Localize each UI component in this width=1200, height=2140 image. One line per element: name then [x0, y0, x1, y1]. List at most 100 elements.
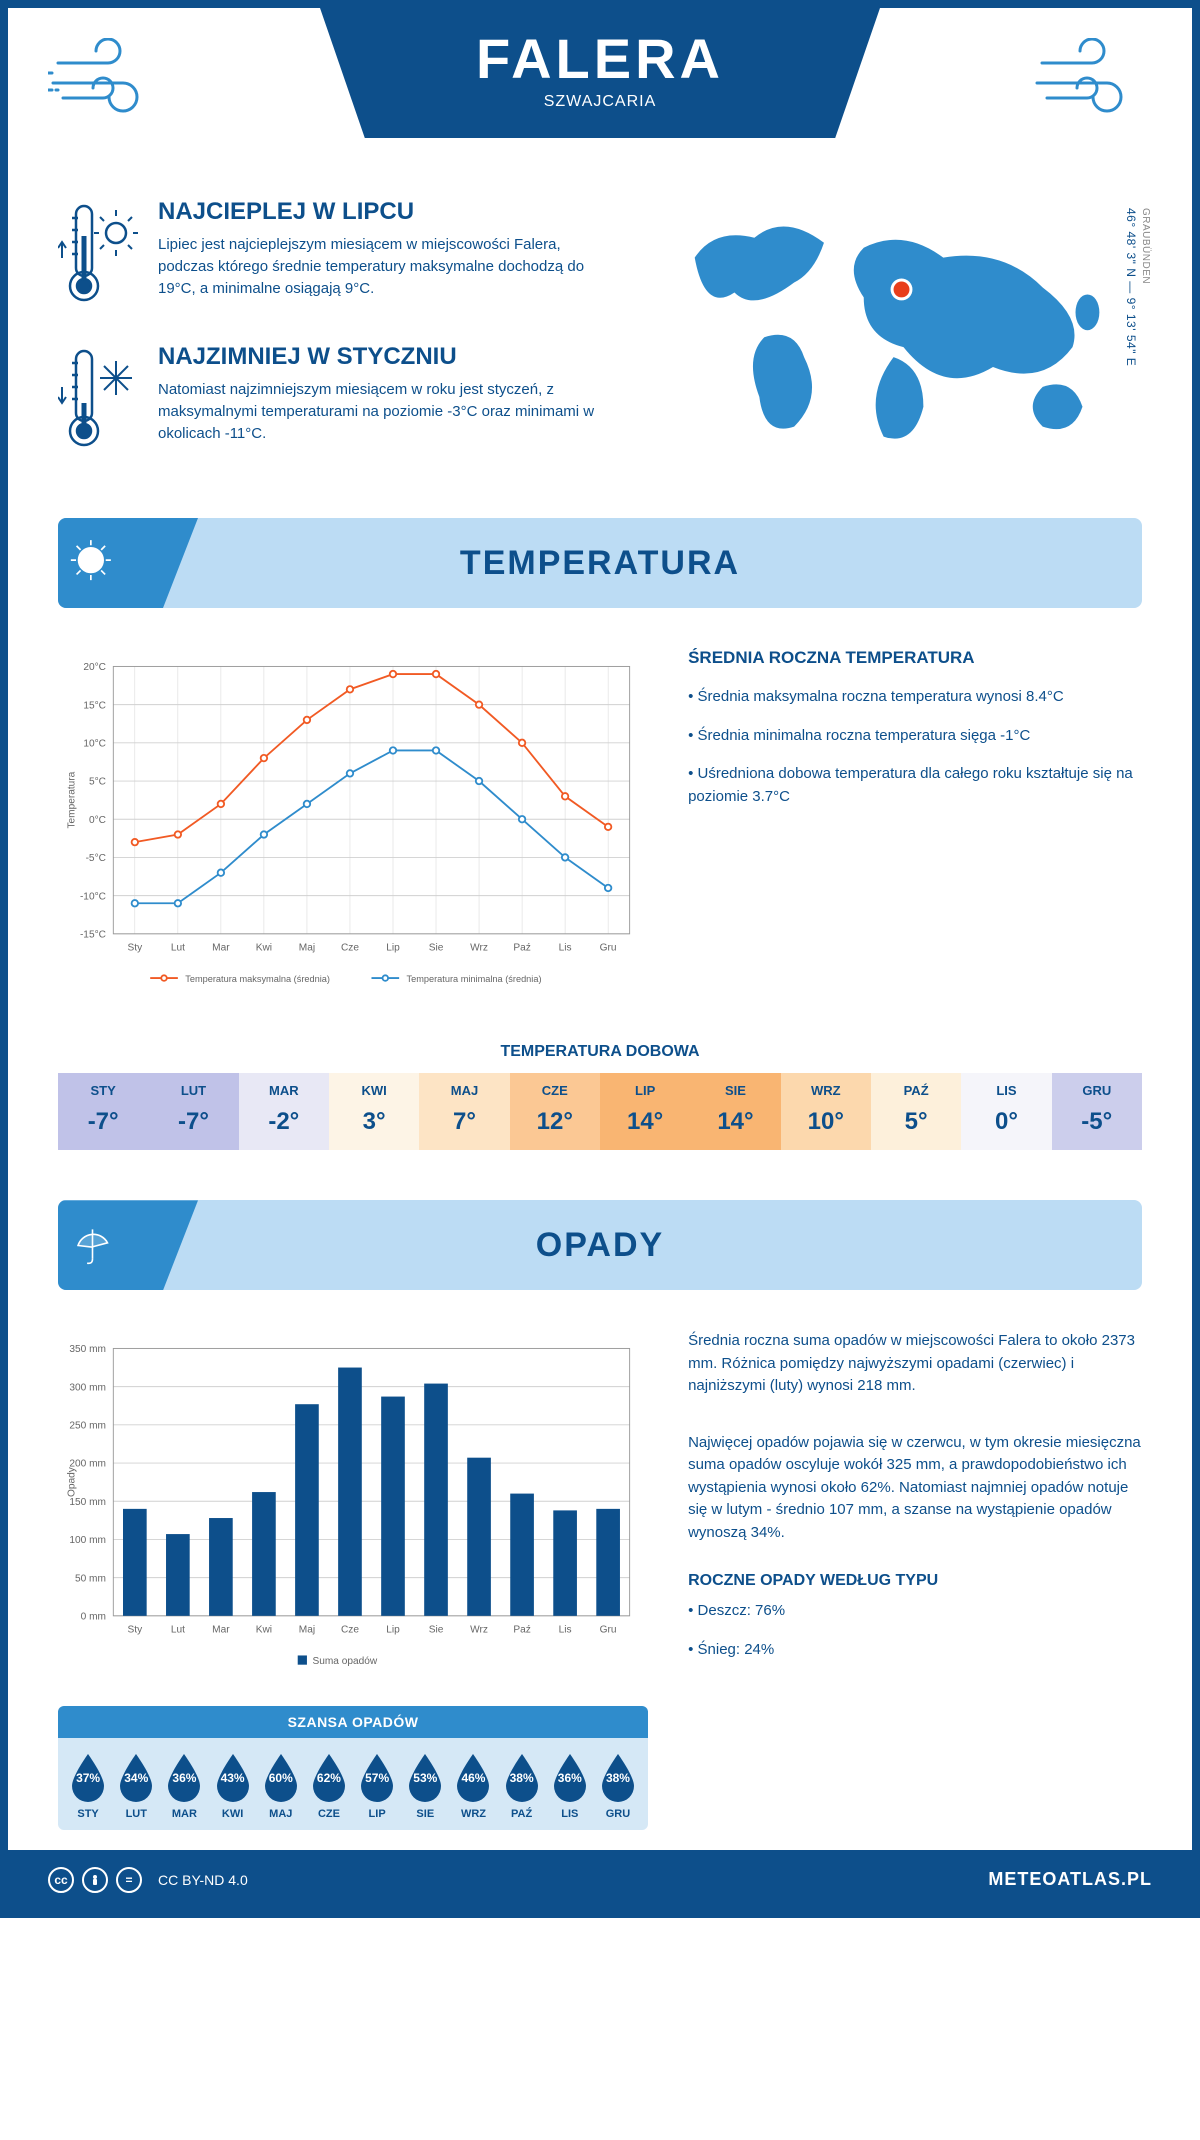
location-subtitle: SZWAJCARIA [320, 93, 880, 111]
thermometer-cold-icon [58, 343, 138, 458]
daily-value: 14° [600, 1108, 690, 1136]
page: FALERA SZWAJCARIA [0, 0, 1200, 1918]
chance-month: SIE [401, 1808, 449, 1820]
chance-month: PAŹ [498, 1808, 546, 1820]
svg-text:Sie: Sie [429, 1625, 444, 1636]
chance-item: 36% MAR [160, 1752, 208, 1820]
svg-text:Cze: Cze [341, 942, 359, 953]
svg-text:Temperatura maksymalna (średni: Temperatura maksymalna (średnia) [185, 974, 330, 984]
svg-text:Cze: Cze [341, 1625, 359, 1636]
svg-text:0°C: 0°C [89, 815, 106, 826]
warmest-title: NAJCIEPLEJ W LIPCU [158, 198, 605, 226]
svg-text:Lip: Lip [386, 1625, 400, 1636]
sun-icon [58, 518, 198, 608]
chance-item: 62% CZE [305, 1752, 353, 1820]
daily-cell: STY -7° [58, 1073, 148, 1150]
chance-value: 57% [365, 1771, 389, 1785]
chance-value: 36% [172, 1771, 196, 1785]
drop-icon: 46% [452, 1752, 494, 1802]
temp-side-p3: • Uśredniona dobowa temperatura dla całe… [688, 763, 1142, 808]
chance-value: 36% [558, 1771, 582, 1785]
daily-value: 0° [961, 1108, 1051, 1136]
chance-item: 57% LIP [353, 1752, 401, 1820]
by-icon [82, 1867, 108, 1893]
daily-value: 5° [871, 1108, 961, 1136]
svg-text:Wrz: Wrz [470, 942, 488, 953]
chance-month: MAR [160, 1808, 208, 1820]
svg-text:Temperatura minimalna (średnia: Temperatura minimalna (średnia) [407, 974, 542, 984]
chance-month: WRZ [449, 1808, 497, 1820]
precip-section-header: OPADY [58, 1200, 1142, 1290]
svg-text:Lut: Lut [171, 1625, 185, 1636]
drop-icon: 53% [404, 1752, 446, 1802]
chance-item: 53% SIE [401, 1752, 449, 1820]
chance-month: GRU [594, 1808, 642, 1820]
precip-p2: Najwięcej opadów pojawia się w czerwcu, … [688, 1432, 1142, 1545]
cc-icon: cc [48, 1867, 74, 1893]
chance-value: 38% [606, 1771, 630, 1785]
temp-side-text: ŚREDNIA ROCZNA TEMPERATURA • Średnia mak… [688, 648, 1142, 1003]
svg-text:Sty: Sty [128, 1625, 144, 1636]
chance-value: 60% [269, 1771, 293, 1785]
daily-value: -5° [1052, 1108, 1142, 1136]
region-label: GRAUBÜNDEN [1140, 208, 1151, 284]
svg-text:Sie: Sie [429, 942, 444, 953]
temp-section-header: TEMPERATURA [58, 518, 1142, 608]
drop-icon: 57% [356, 1752, 398, 1802]
intro-section: NAJCIEPLEJ W LIPCU Lipiec jest najcieple… [8, 178, 1192, 518]
daily-temp-title: TEMPERATURA DOBOWA [8, 1043, 1192, 1061]
chance-month: LUT [112, 1808, 160, 1820]
warmest-desc: Lipiec jest najcieplejszym miesiącem w m… [158, 234, 605, 299]
wind-icon [48, 38, 168, 118]
svg-text:150 mm: 150 mm [69, 1497, 106, 1508]
thermometer-hot-icon [58, 198, 138, 313]
daily-month: CZE [510, 1083, 600, 1098]
coordinates: GRAUBÜNDEN 46° 48' 3" N — 9° 13' 54" E [1124, 208, 1152, 366]
daily-cell: LIP 14° [600, 1073, 690, 1150]
svg-text:Gru: Gru [600, 1625, 617, 1636]
umbrella-icon [58, 1200, 198, 1290]
daily-value: 14° [690, 1108, 780, 1136]
svg-text:Kwi: Kwi [256, 1625, 272, 1636]
footer: cc = CC BY-ND 4.0 METEOATLAS.PL [8, 1850, 1192, 1910]
svg-text:10°C: 10°C [83, 739, 106, 750]
svg-text:0 mm: 0 mm [81, 1612, 106, 1623]
svg-text:Suma opadów: Suma opadów [312, 1656, 377, 1667]
daily-value: 12° [510, 1108, 600, 1136]
chance-month: STY [64, 1808, 112, 1820]
chance-row: 37% STY 34% LUT 36% MAR 43% KWI [58, 1738, 648, 1830]
daily-value: -2° [239, 1108, 329, 1136]
world-map-svg [645, 198, 1142, 476]
svg-text:Lut: Lut [171, 942, 185, 953]
drop-icon: 43% [212, 1752, 254, 1802]
precip-section-title: OPADY [536, 1226, 664, 1265]
chance-item: 38% PAŹ [498, 1752, 546, 1820]
daily-cell: SIE 14° [690, 1073, 780, 1150]
coldest-block: NAJZIMNIEJ W STYCZNIU Natomiast najzimni… [58, 343, 605, 458]
chance-item: 34% LUT [112, 1752, 160, 1820]
svg-text:-10°C: -10°C [80, 891, 106, 902]
precip-rain: • Deszcz: 76% [688, 1600, 1142, 1623]
wind-icon [1032, 38, 1152, 118]
drop-icon: 60% [260, 1752, 302, 1802]
intro-text-column: NAJCIEPLEJ W LIPCU Lipiec jest najcieple… [58, 198, 605, 488]
chance-item: 46% WRZ [449, 1752, 497, 1820]
svg-text:20°C: 20°C [83, 662, 106, 673]
nd-icon: = [116, 1867, 142, 1893]
coldest-text: NAJZIMNIEJ W STYCZNIU Natomiast najzimni… [158, 343, 605, 458]
svg-text:Gru: Gru [600, 942, 617, 953]
chance-item: 37% STY [64, 1752, 112, 1820]
daily-cell: LIS 0° [961, 1073, 1051, 1150]
daily-value: 3° [329, 1108, 419, 1136]
daily-cell: LUT -7° [148, 1073, 238, 1150]
temp-side-p1: • Średnia maksymalna roczna temperatura … [688, 686, 1142, 709]
svg-text:Mar: Mar [212, 1625, 230, 1636]
daily-cell: PAŹ 5° [871, 1073, 961, 1150]
svg-text:Lis: Lis [559, 1625, 572, 1636]
daily-cell: GRU -5° [1052, 1073, 1142, 1150]
temp-section-title: TEMPERATURA [460, 544, 740, 583]
chance-month: LIS [546, 1808, 594, 1820]
license-text: CC BY-ND 4.0 [158, 1872, 248, 1888]
daily-month: WRZ [781, 1083, 871, 1098]
precip-body: 0 mm50 mm100 mm150 mm200 mm250 mm300 mm3… [8, 1290, 1192, 1849]
